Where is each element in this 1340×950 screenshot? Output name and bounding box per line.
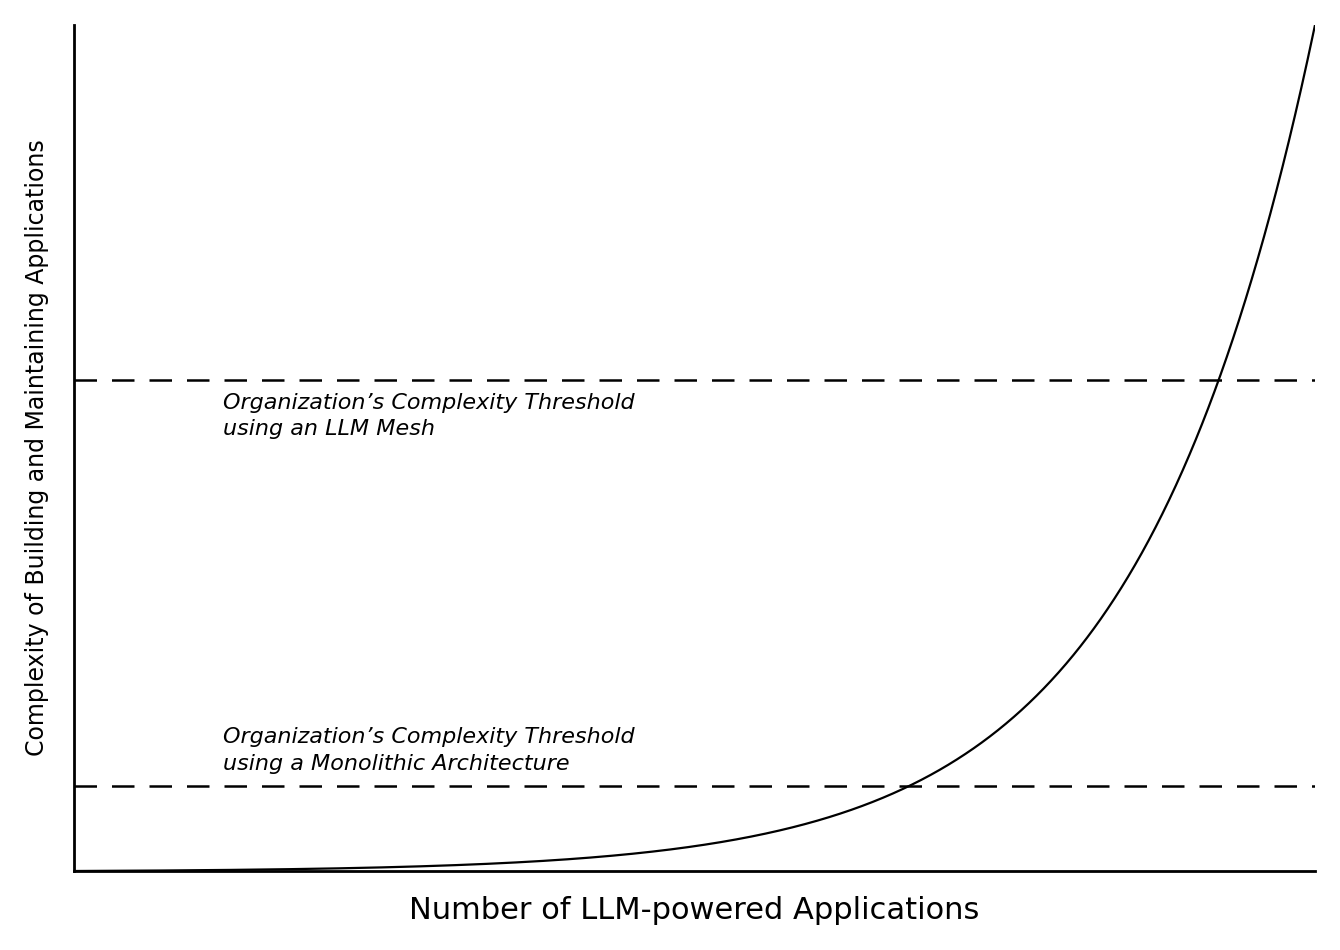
X-axis label: Number of LLM-powered Applications: Number of LLM-powered Applications xyxy=(409,896,980,925)
Text: Organization’s Complexity Threshold
using an LLM Mesh: Organization’s Complexity Threshold usin… xyxy=(222,393,635,440)
Text: Organization’s Complexity Threshold
using a Monolithic Architecture: Organization’s Complexity Threshold usin… xyxy=(222,728,635,773)
Y-axis label: Complexity of Building and Maintaining Applications: Complexity of Building and Maintaining A… xyxy=(25,140,50,756)
